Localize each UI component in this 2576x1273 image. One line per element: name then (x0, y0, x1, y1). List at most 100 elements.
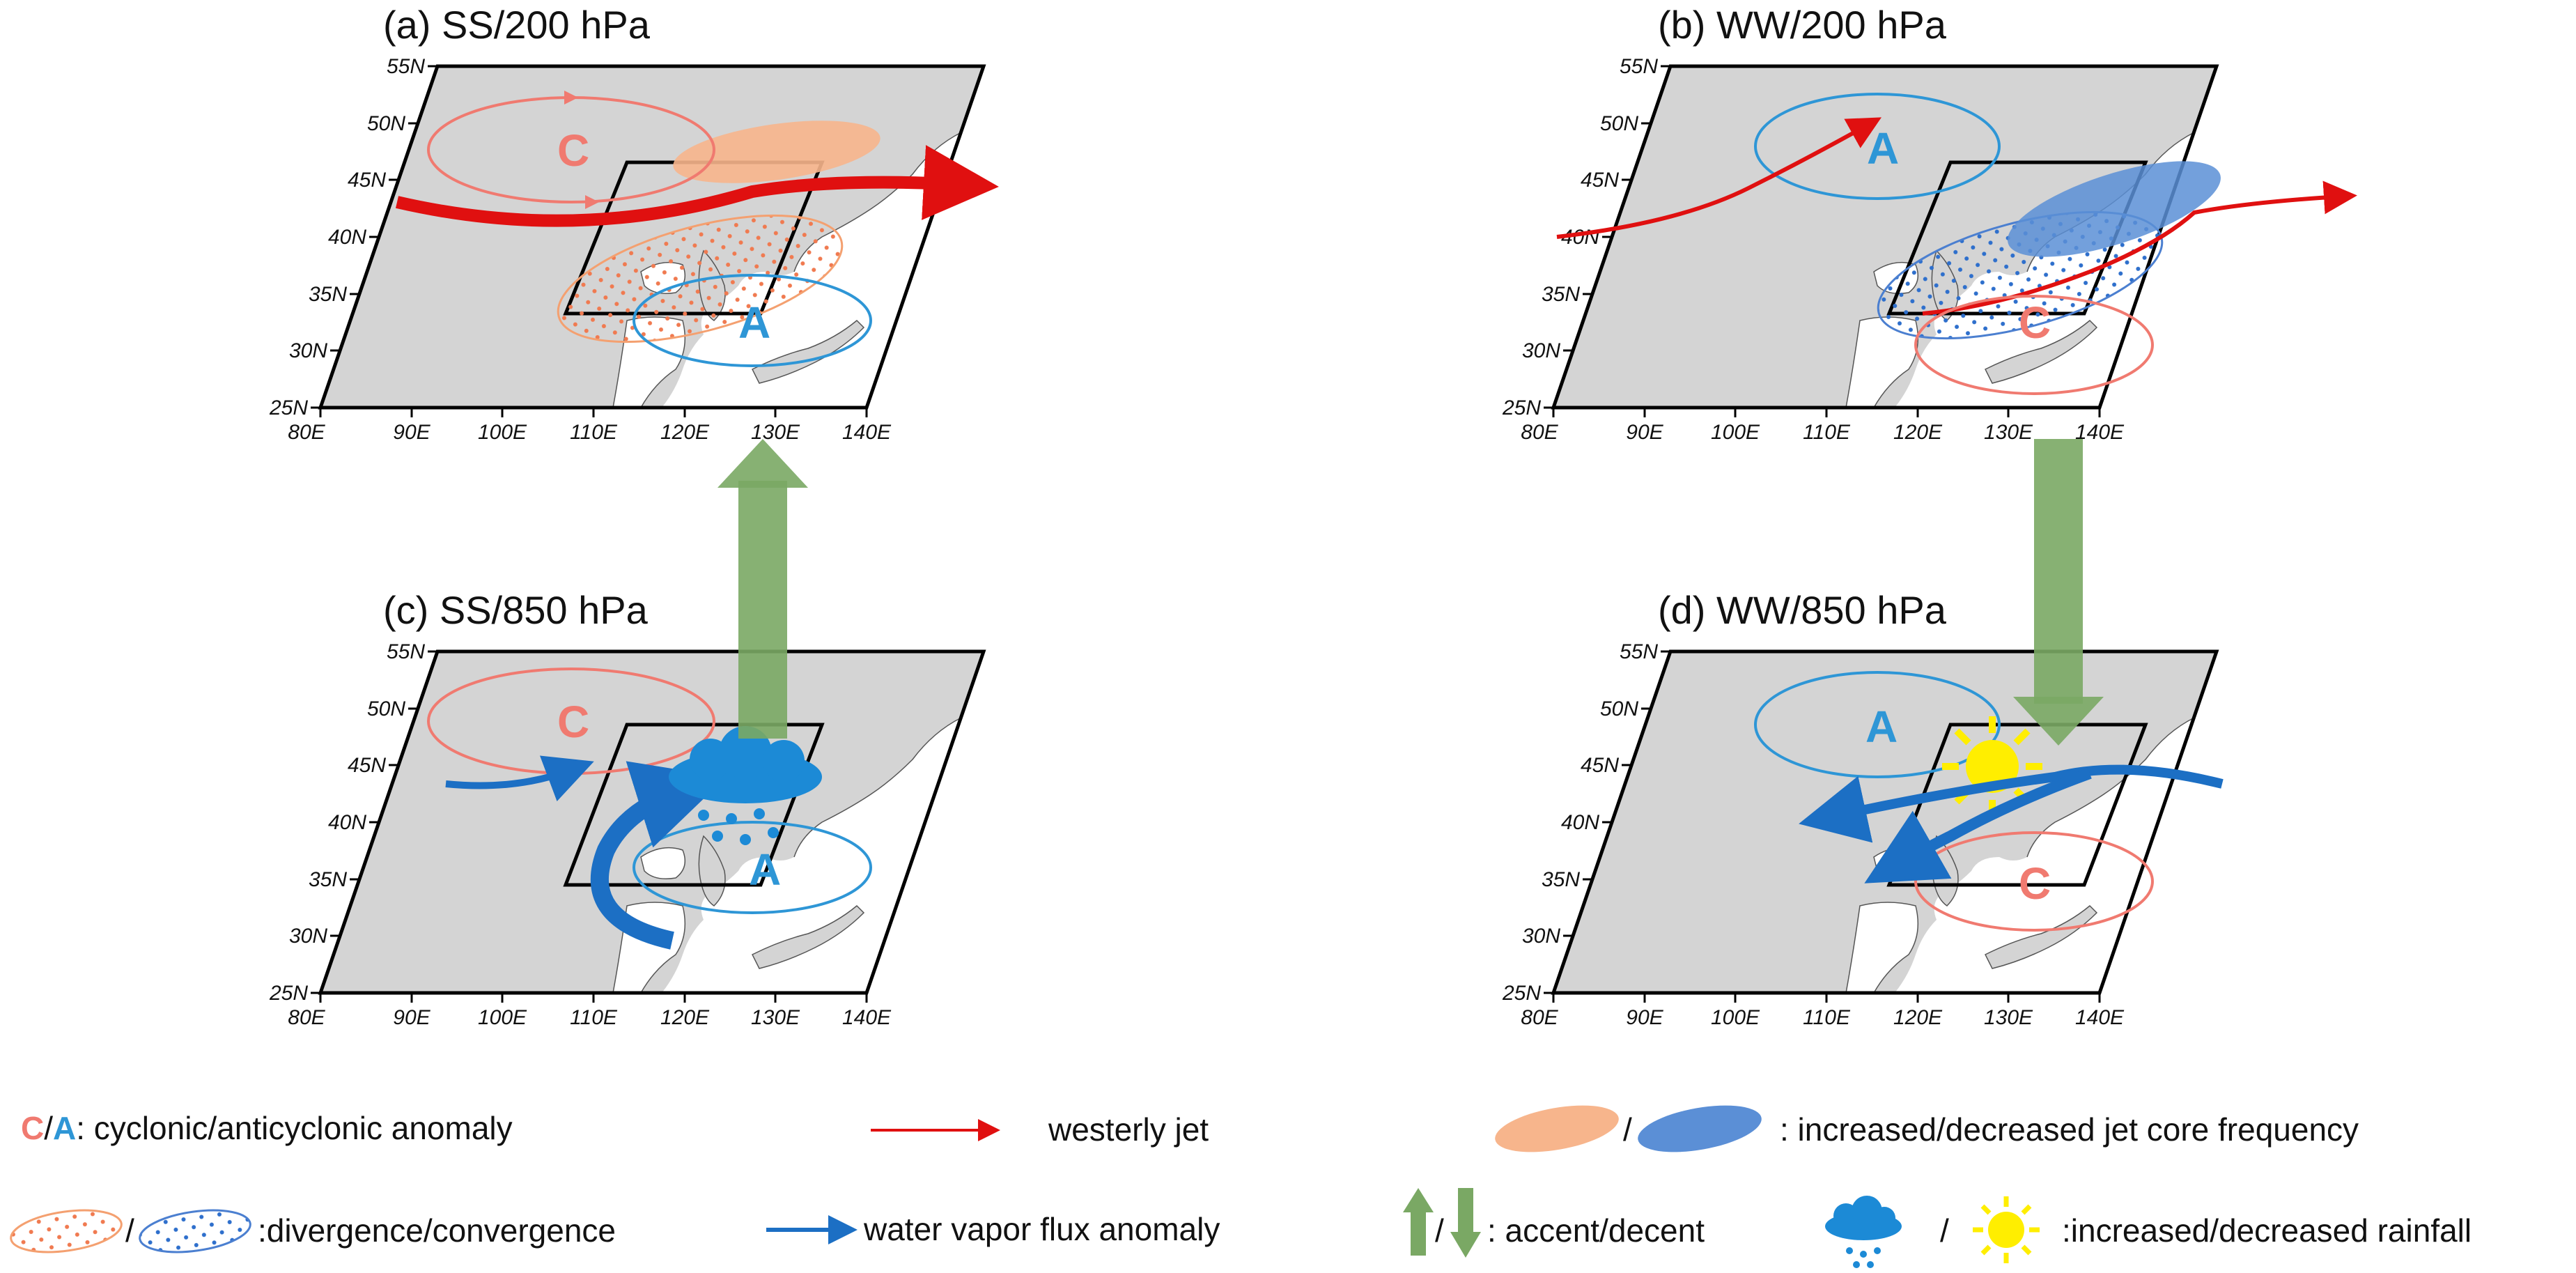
descent-arrow (2013, 439, 2104, 746)
lon-label: 140E (2075, 421, 2125, 444)
lat-label: 50N (367, 112, 405, 135)
cyclone-arrowhead-icon (564, 91, 578, 105)
lat-label: 25N (269, 982, 308, 1005)
legend-jet-core: / : increased/decreased jet core frequen… (1495, 1105, 2359, 1152)
legend-rain-cloud-icon (1825, 1196, 1902, 1268)
water-vapor-flux-arrow (1799, 764, 2224, 843)
lon-tick-labels: 80E 90E 100E 110E 120E 130E 140E (1521, 1006, 2125, 1029)
lat-label: 30N (1522, 339, 1560, 362)
lat-label: 55N (387, 55, 425, 78)
lon-label: 130E (751, 421, 800, 444)
lat-label: 30N (1522, 925, 1560, 948)
svg-text:C/A: cyclonic/anticyclonic ano: C/A: cyclonic/anticyclonic anomaly (21, 1110, 513, 1146)
cyclone-label: C (557, 125, 589, 176)
lon-label: 120E (1893, 1006, 1943, 1029)
lon-label: 120E (1893, 421, 1943, 444)
lat-label: 55N (387, 640, 425, 663)
lon-label: 130E (1984, 421, 2033, 444)
lat-tick-labels: 25N 30N 35N 40N 45N 50N 55N (269, 640, 425, 1005)
decreased-jet-core-ellipse (2008, 161, 2221, 257)
lat-label: 45N (348, 754, 386, 777)
lat-label: 25N (269, 396, 308, 419)
lat-label: 50N (367, 697, 405, 720)
lon-label: 100E (478, 1006, 527, 1029)
panel-c: (c) SS/850 hPa 25N 30N 35N 40N 45N 50N 5… (269, 588, 984, 1029)
lon-label: 90E (1626, 1006, 1663, 1029)
legend: C/A: cyclonic/anticyclonic anomaly weste… (10, 1105, 2472, 1268)
lon-label: 110E (1803, 1006, 1851, 1029)
legend-vertical: / : accent/decent (1403, 1188, 1705, 1258)
legend-jet-text: westerly jet (1048, 1111, 1209, 1148)
legend-cyclonic: C/A: cyclonic/anticyclonic anomaly (21, 1110, 513, 1146)
lat-label: 35N (1542, 283, 1580, 306)
panel-title: (c) SS/850 hPa (383, 588, 649, 632)
lon-tick-labels: 80E 90E 100E 110E 120E 130E 140E (288, 421, 892, 444)
legend-vertical-text: : accent/decent (1487, 1212, 1705, 1249)
cyclone-arrowhead-icon (585, 195, 599, 209)
lat-label: 30N (289, 339, 327, 362)
lat-label: 35N (309, 283, 347, 306)
lon-label: 80E (1521, 1006, 1558, 1029)
anticyclonic-anomaly-circle (1754, 671, 2001, 778)
rain-cloud-icon (669, 726, 822, 845)
lon-label: 100E (1711, 421, 1760, 444)
legend-divergence-text: :divergence/convergence (258, 1212, 616, 1249)
lat-label: 50N (1600, 697, 1638, 720)
legend-vapor: water vapor flux anomaly (766, 1211, 1220, 1247)
panel-title: (a) SS/200 hPa (383, 3, 651, 47)
anticyclonic-anomaly-circle (633, 274, 872, 367)
water-vapor-flux-arrow (1864, 768, 2092, 884)
lat-label: 55N (1620, 55, 1658, 78)
legend-rainfall: / :increased/decreased rainfall (1825, 1196, 2472, 1268)
lon-label: 140E (842, 1006, 892, 1029)
lon-label: 80E (288, 421, 325, 444)
lon-label: 120E (660, 1006, 710, 1029)
lon-label: 140E (842, 421, 892, 444)
lon-label: 110E (570, 1006, 618, 1029)
lon-label: 90E (393, 1006, 430, 1029)
lon-tick-labels: 80E 90E 100E 110E 120E 130E 140E (1521, 421, 2125, 444)
legend-c-letter: C (21, 1110, 44, 1146)
lon-label: 130E (751, 1006, 800, 1029)
lon-label: 90E (393, 421, 430, 444)
legend-slash: / (1940, 1212, 1949, 1249)
lat-label: 40N (328, 811, 366, 834)
anticyclone-label: A (749, 844, 781, 895)
lat-label: 55N (1620, 640, 1658, 663)
lon-label: 140E (2075, 1006, 2125, 1029)
panel-d: (d) WW/850 hPa 25N 30N 35N 40N 45N 50N 5… (1502, 588, 2224, 1029)
lon-label: 100E (1711, 1006, 1760, 1029)
legend-slash: / (1623, 1111, 1632, 1148)
study-region-box (563, 723, 825, 887)
lon-label: 80E (1521, 421, 1558, 444)
lat-label: 45N (1581, 169, 1619, 192)
water-vapor-flux-arrow (445, 755, 594, 802)
panel-a: (a) SS/200 hPa 25N 30N 35N 40N 45N 50N 5… (269, 3, 999, 444)
lat-label: 30N (289, 925, 327, 948)
lat-label: 45N (348, 169, 386, 192)
lat-tick-labels: 25N 30N 35N 40N 45N 50N 55N (1502, 640, 1658, 1005)
legend-rainfall-text: :increased/decreased rainfall (2062, 1212, 2472, 1249)
lon-label: 90E (1626, 421, 1663, 444)
legend-sun-icon (1973, 1196, 2040, 1263)
cyclone-label: C (557, 697, 589, 747)
increased-jet-core-ellipse (673, 121, 880, 183)
legend-divergence: / :divergence/convergence (10, 1209, 616, 1253)
lon-label: 120E (660, 421, 710, 444)
study-region-box (1886, 723, 2148, 887)
lon-label: 110E (1803, 421, 1851, 444)
anticyclone-label: A (1867, 123, 1899, 173)
cyclonic-anomaly-circle (1914, 295, 2154, 395)
anticyclone-label: A (1865, 702, 1898, 752)
legend-vapor-text: water vapor flux anomaly (863, 1211, 1220, 1247)
panel-title: (d) WW/850 hPa (1658, 588, 1947, 632)
cyclone-label: C (2019, 858, 2051, 909)
anticyclonic-anomaly-circle (633, 821, 872, 914)
westerly-jet-arrow (395, 145, 999, 227)
cyclone-label: C (2019, 298, 2051, 348)
westerly-jet-arrow (1556, 117, 1881, 239)
panel-title: (b) WW/200 hPa (1658, 3, 1947, 47)
westerly-jet-arrow (1922, 180, 2357, 316)
lon-tick-labels: 80E 90E 100E 110E 120E 130E 140E (288, 1006, 892, 1029)
lat-label: 25N (1502, 982, 1541, 1005)
